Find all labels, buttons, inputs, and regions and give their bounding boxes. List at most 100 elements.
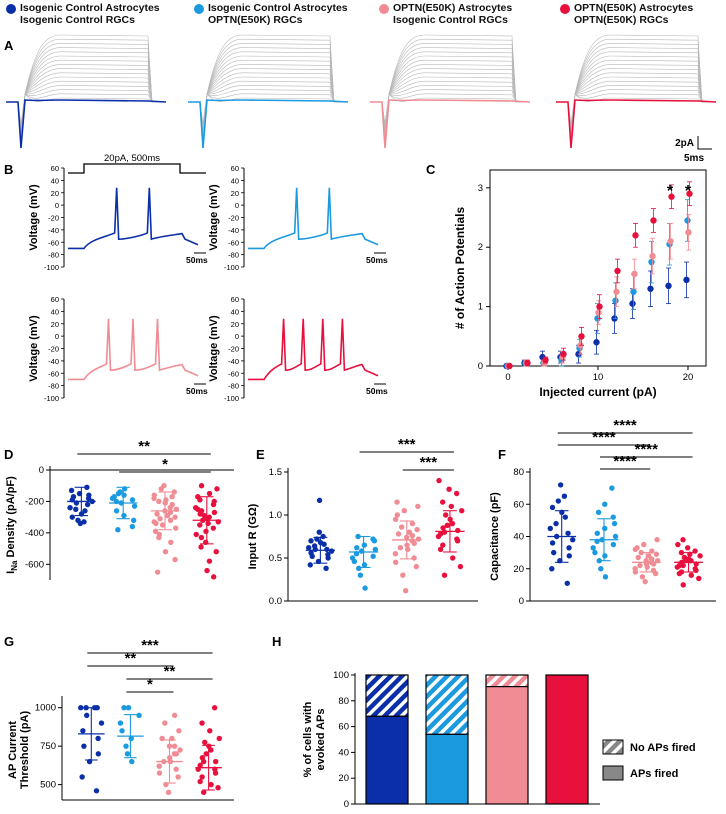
data-point	[129, 497, 136, 503]
data-point	[197, 522, 203, 528]
data-point	[634, 545, 640, 551]
panel-letter-b: B	[4, 162, 13, 177]
data-point	[308, 550, 314, 556]
y-tick-label: -40	[48, 357, 59, 366]
y-axis-label: Capacitance (pF)	[489, 492, 501, 581]
data-point	[320, 533, 326, 540]
data-point	[675, 541, 681, 548]
data-point	[95, 751, 102, 757]
data-point	[162, 720, 168, 726]
y-tick-label: 80	[513, 467, 524, 478]
scale-current-label: 2pA	[675, 138, 694, 149]
data-point	[115, 527, 121, 533]
legend-marker	[194, 4, 204, 14]
data-point	[123, 743, 129, 749]
x-tick-label: 20	[683, 372, 694, 383]
data-point	[449, 520, 456, 527]
data-point	[401, 508, 407, 514]
data-point	[402, 587, 409, 594]
voltage-trace	[68, 187, 199, 250]
data-point	[692, 566, 698, 572]
data-point	[678, 569, 685, 575]
data-point	[136, 712, 142, 719]
x-tick-label: 10	[593, 372, 604, 383]
data-point	[602, 574, 609, 580]
time-scale-label: 50ms	[366, 255, 388, 265]
y-tick-label: 40	[338, 747, 349, 758]
data-point	[208, 781, 214, 788]
data-point	[210, 525, 217, 531]
data-point	[172, 514, 178, 520]
grey-trace	[6, 59, 166, 133]
data-point	[171, 751, 178, 757]
data-point	[446, 486, 452, 492]
y-tick-label: -80	[48, 382, 59, 391]
data-point	[437, 546, 444, 553]
data-point	[415, 536, 422, 542]
grey-trace	[370, 34, 530, 124]
data-point	[524, 359, 531, 367]
grey-trace	[6, 43, 166, 127]
data-point	[406, 529, 413, 535]
data-point	[557, 482, 564, 488]
voltage-panel: 60 40 20 0 -20 -40 -60 -80 -100 Voltage (mV) 50ms	[28, 295, 208, 403]
data-point	[69, 514, 75, 520]
y-tick-label: -40	[228, 226, 239, 235]
data-point	[649, 252, 656, 260]
stimulus-label: 20pA, 500ms	[104, 153, 160, 164]
y-tick-label: -60	[228, 369, 239, 378]
data-point	[409, 538, 415, 544]
data-point	[394, 512, 401, 518]
data-point	[328, 548, 335, 554]
data-point	[311, 543, 318, 549]
significance-star: *	[667, 183, 674, 200]
data-point	[154, 511, 160, 517]
y-tick-label: 20	[51, 320, 59, 329]
grey-trace	[188, 34, 348, 124]
y-tick-label: -60	[228, 238, 239, 247]
chart-e: E 0.0 0.5 1.0 1.5 Input R (GΩ) ******	[247, 436, 478, 607]
data-point	[632, 566, 638, 572]
data-point	[198, 534, 205, 541]
data-point	[549, 504, 556, 511]
data-point	[214, 486, 220, 492]
data-point	[648, 258, 655, 266]
data-point	[542, 356, 549, 364]
panel-letter: E	[256, 447, 265, 462]
data-point	[80, 728, 86, 734]
data-point	[207, 728, 213, 734]
data-point	[213, 549, 219, 555]
data-point	[113, 508, 120, 514]
data-point	[115, 490, 122, 497]
data-point	[199, 754, 206, 761]
data-point	[444, 522, 451, 529]
legend-swatch-no-aps	[602, 739, 624, 755]
legend-line-1: OPTN(E50K) Astrocytes	[574, 2, 694, 14]
data-point	[441, 572, 448, 578]
data-point	[398, 524, 405, 530]
data-point	[93, 788, 100, 794]
plot-frame	[489, 169, 707, 367]
data-point	[84, 712, 90, 719]
data-point	[650, 217, 657, 224]
y-axis-label: Voltage (mV)	[208, 184, 220, 251]
data-point	[641, 541, 647, 548]
significance-label: ****	[613, 417, 637, 434]
y-tick-label: 0	[235, 201, 239, 210]
highlight-trace	[556, 99, 717, 149]
data-point	[409, 520, 416, 527]
data-point	[609, 485, 615, 491]
data-point	[394, 499, 400, 505]
data-point	[205, 520, 211, 527]
data-point	[95, 735, 101, 742]
data-point	[547, 525, 553, 532]
y-tick-label: 60	[231, 164, 239, 173]
data-point	[197, 778, 203, 785]
y-tick-label: -20	[48, 214, 59, 223]
data-point	[73, 506, 79, 512]
data-point	[154, 569, 161, 575]
legend-swatch-fired	[602, 765, 624, 781]
data-point	[159, 522, 166, 528]
grey-trace	[188, 89, 348, 144]
y-tick-label: -80	[228, 251, 239, 260]
